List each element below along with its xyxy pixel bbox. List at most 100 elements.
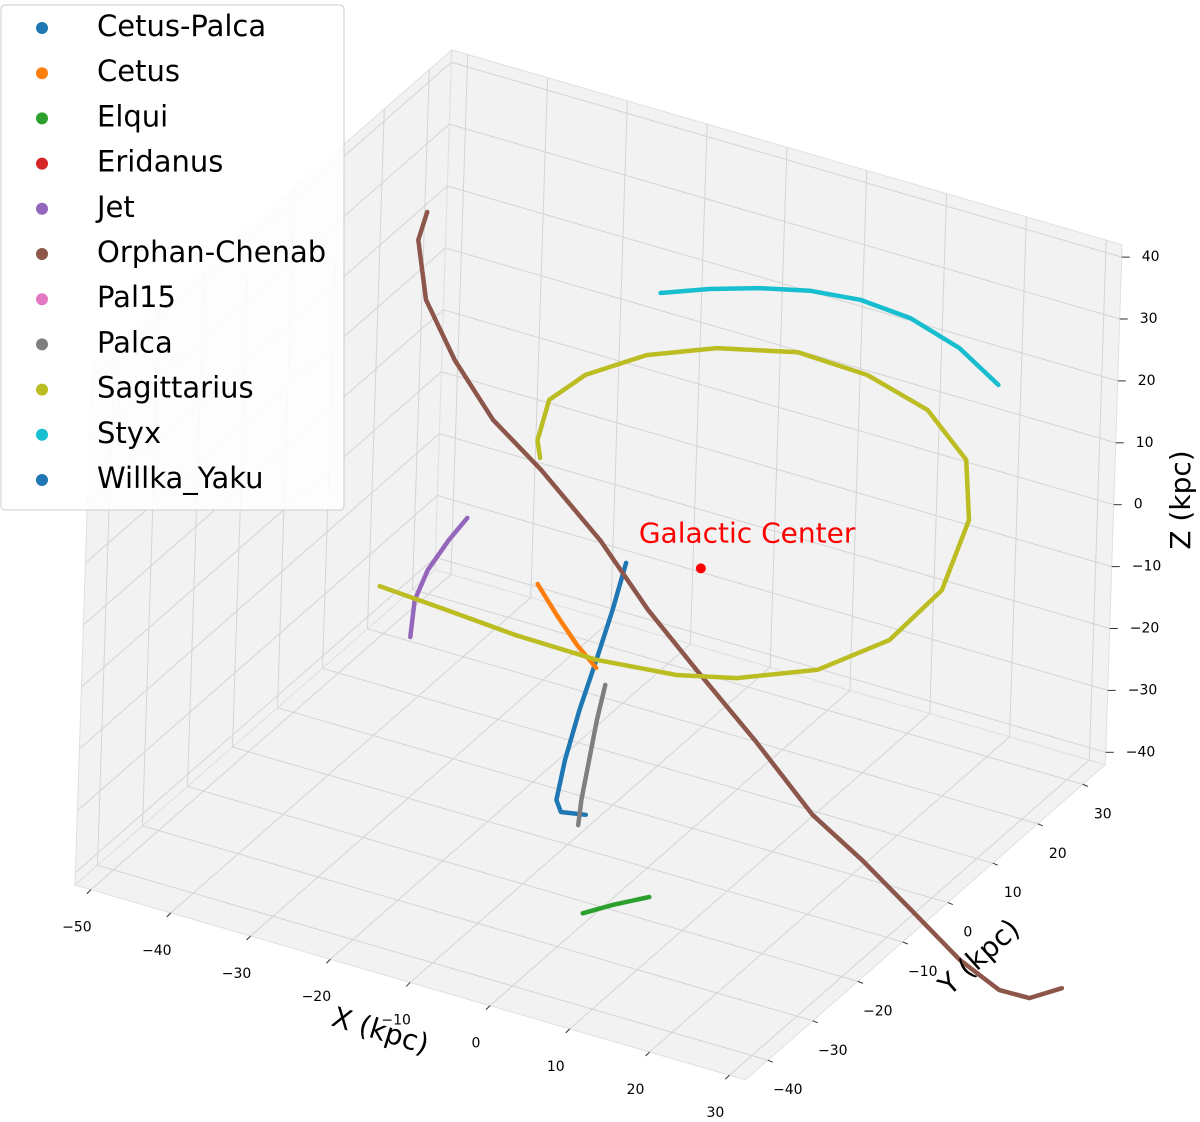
tick-mark (725, 1074, 730, 1080)
legend-label: Eridanus (97, 145, 223, 179)
legend-label: Cetus (97, 54, 180, 88)
x-tick-label: 10 (547, 1059, 565, 1075)
annotation-point (695, 563, 706, 574)
stream-line (416, 209, 1065, 1001)
stream-line (408, 515, 470, 640)
z-tick-label: 30 (1140, 311, 1158, 327)
legend-label: Willka_Yaku (97, 461, 264, 495)
legend: Cetus-Palca Cetus Elqui Eridanus Jet Orphan-C… (0, 4, 345, 511)
x-tick-label: −20 (302, 989, 332, 1005)
grid (75, 54, 1122, 1076)
grid-line (250, 620, 611, 937)
grid-line (489, 690, 851, 1007)
legend-frame (0, 4, 345, 511)
tick-mark (86, 889, 92, 894)
z-tick-label: 40 (1142, 249, 1160, 265)
legend-label: Pal15 (97, 280, 176, 314)
legend-marker (36, 112, 48, 125)
legend-label: Cetus-Palca (97, 9, 266, 43)
x-tick-label: 0 (471, 1036, 480, 1052)
plot-lines (377, 209, 1065, 1001)
annotations: Galactic Center (639, 516, 856, 574)
legend-marker (36, 383, 48, 396)
legend-label: Orphan-Chenab (97, 235, 326, 269)
grid-line (447, 185, 1118, 382)
tick-mark (902, 941, 909, 945)
legend-label: Sagittarius (97, 371, 254, 405)
grid-line (729, 759, 1090, 1076)
grid-line (441, 371, 1112, 568)
grid-line (649, 736, 1010, 1053)
grid-line (451, 61, 1122, 258)
grid-line (187, 786, 858, 982)
z-tick-label: −30 (1128, 682, 1158, 698)
legend-marker (36, 67, 48, 80)
grid-line (367, 628, 1038, 825)
y-tick-label: −40 (773, 1082, 803, 1098)
z-tick-label: −20 (1130, 621, 1160, 637)
grid-line (75, 557, 436, 873)
grid-line (77, 495, 438, 812)
z-axis-label: Z (kpc) (1164, 450, 1197, 549)
tick-mark (645, 1051, 650, 1057)
x-tick-label: −50 (62, 920, 92, 936)
tick-mark (992, 862, 999, 866)
tick-mark (1082, 783, 1089, 787)
stream-line (554, 560, 629, 818)
legend-marker (36, 293, 48, 306)
grid-line (443, 309, 1114, 506)
tick-mark (857, 980, 864, 984)
z-tick-label: −10 (1132, 559, 1162, 575)
tick-mark (812, 1020, 819, 1024)
legend-label: Palca (97, 325, 173, 359)
grid-line (445, 247, 1116, 444)
z-tick-label: −40 (1126, 744, 1156, 760)
tick-mark (246, 935, 251, 941)
grid-line (569, 713, 931, 1030)
grid-line (409, 666, 771, 983)
x-tick-label: 20 (627, 1082, 645, 1098)
legend-marker (36, 22, 48, 34)
stream-line (575, 682, 608, 828)
grid-line (322, 667, 993, 864)
legend-marker (36, 474, 48, 486)
legend-marker (36, 338, 48, 351)
ticks: −50 −40 −30 −20 −10 0 10 20 30 −40 −30 −20 −10 0 10 20 3… (62, 249, 1161, 1121)
tick-mark (565, 1028, 571, 1034)
tick-mark (166, 912, 172, 918)
y-axis-label: Y (kpc) (931, 912, 1026, 1002)
grid-line (330, 643, 691, 960)
tick-mark (405, 982, 411, 987)
legend-marker (36, 248, 48, 260)
tick-mark (485, 1005, 491, 1010)
grid-line (232, 746, 903, 943)
y-tick-label: 30 (1094, 806, 1112, 822)
x-axis-label: X (kpc) (328, 1000, 433, 1061)
grid-line (439, 433, 1110, 629)
grid-line (437, 495, 1108, 691)
grid-line (90, 574, 452, 891)
tick-mark (1037, 823, 1044, 827)
z-tick-label: 0 (1134, 497, 1143, 513)
y-tick-label: 20 (1049, 846, 1067, 862)
grid-line (435, 556, 1106, 753)
legend-label: Styx (97, 416, 161, 450)
grid-line (277, 707, 948, 904)
grid-line (79, 433, 440, 750)
grid-line (412, 589, 1083, 785)
y-tick-label: −30 (818, 1043, 848, 1059)
grid-line (81, 371, 442, 688)
legend-label: Jet (95, 190, 135, 224)
y-tick-label: 0 (963, 925, 972, 941)
stream-line (580, 894, 652, 916)
legend-marker (36, 202, 48, 215)
z-tick-label: 20 (1138, 373, 1156, 389)
y-tick-label: 10 (1004, 885, 1022, 901)
x-tick-label: −10 (381, 1012, 411, 1028)
annotation-label: Galactic Center (639, 516, 856, 549)
tick-mark (767, 1059, 774, 1063)
tick-mark (947, 902, 954, 906)
tick-mark (326, 958, 331, 964)
legend-marker (36, 428, 48, 441)
y-tick-label: −20 (863, 1003, 893, 1019)
